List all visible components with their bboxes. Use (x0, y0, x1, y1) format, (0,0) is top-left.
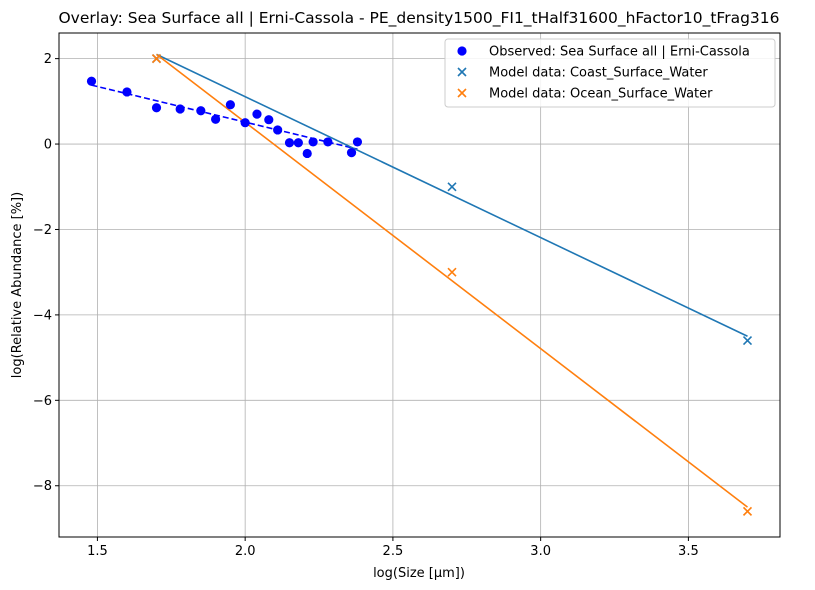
y-tick-label: −2 (33, 223, 52, 238)
x-tick-label: 3.0 (530, 544, 551, 559)
y-tick-label: 2 (44, 52, 52, 67)
coast-point (742, 335, 753, 346)
observed-point (308, 137, 318, 147)
x-axis-label: log(Size [µm]) (373, 566, 465, 581)
ocean-fit-line (156, 53, 748, 508)
observed-point (122, 87, 132, 97)
observed-point (86, 76, 97, 86)
observed-point (264, 115, 274, 125)
x-axis-ticks: 1.5 2.0 2.5 3.0 3.5 (87, 537, 699, 559)
observed-point (284, 138, 295, 148)
observed-point (175, 104, 185, 114)
legend-marker-coast (457, 67, 467, 77)
observed-point (346, 147, 357, 158)
observed-point (240, 118, 250, 128)
coast-fit-line (156, 53, 748, 337)
x-tick-label: 2.0 (235, 544, 256, 559)
fit-lines (91, 53, 748, 508)
observed-point (225, 100, 235, 110)
ocean-point (151, 54, 162, 64)
observed-point (196, 106, 206, 116)
y-axis-ticks: −8 −6 −4 −2 0 2 (33, 52, 59, 494)
coast-point (447, 182, 457, 192)
legend-marker-ocean (457, 88, 467, 98)
legend-box (444, 38, 776, 108)
data-points (86, 54, 753, 516)
observed-point (273, 125, 283, 135)
observed-point (302, 148, 312, 159)
legend-label-ocean: Model data: Ocean_Surface_Water (489, 87, 713, 102)
observed-fit-line (91, 84, 358, 150)
legend: Observed: Sea Surface all | Erni-Cassola… (444, 38, 776, 108)
legend-label-observed: Observed: Sea Surface all | Erni-Cassola (489, 45, 750, 60)
ocean-point (447, 267, 457, 277)
observed-point (151, 103, 162, 113)
y-axis-label: log(Relative Abundance [%]) (10, 192, 25, 378)
x-tick-label: 3.5 (678, 544, 699, 559)
ocean-point (742, 506, 753, 516)
grid (59, 33, 780, 537)
x-tick-label: 2.5 (383, 544, 404, 559)
legend-marker-observed (457, 46, 467, 56)
y-tick-label: −6 (33, 394, 52, 409)
y-tick-label: −8 (33, 479, 52, 494)
observed-point (211, 114, 221, 124)
x-tick-label: 1.5 (87, 544, 108, 559)
plot-frame (58, 32, 781, 538)
observed-point (323, 137, 333, 147)
observed-point (252, 109, 262, 119)
observed-point (352, 137, 363, 147)
y-tick-label: −4 (33, 308, 52, 323)
chart-title: Overlay: Sea Surface all | Erni-Cassola … (58, 9, 779, 28)
legend-label-coast: Model data: Coast_Surface_Water (489, 66, 708, 81)
y-tick-label: 0 (44, 138, 52, 153)
observed-point (293, 138, 303, 148)
